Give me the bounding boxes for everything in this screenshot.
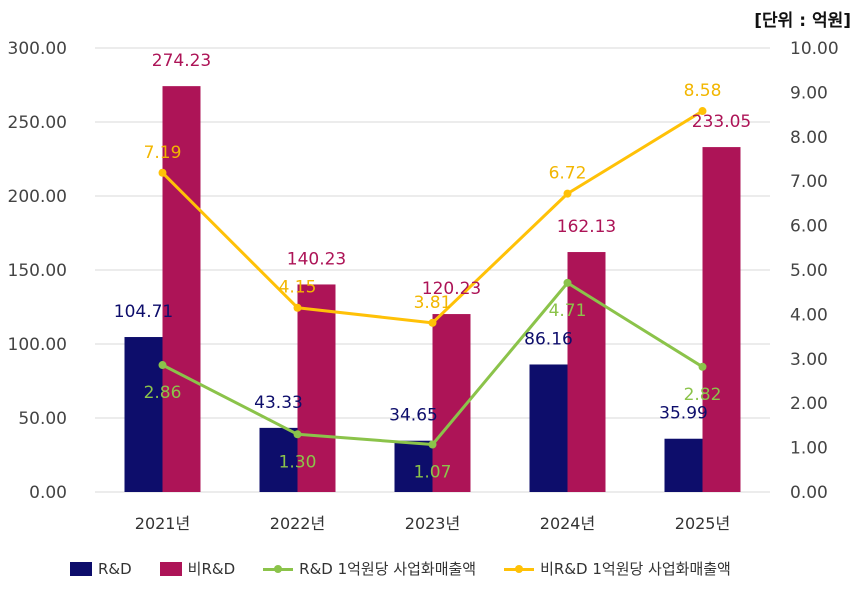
data-label-non-rd: 162.13 — [557, 217, 616, 237]
line-rd-point — [158, 361, 167, 370]
legend-label-non-rd: 비R&D — [187, 560, 236, 578]
y-right-tick-label: 6.00 — [790, 217, 828, 237]
y-left-tick-label: 200.00 — [8, 187, 67, 207]
bar-non-rd — [297, 284, 336, 492]
y-right-tick-label: 3.00 — [790, 350, 828, 370]
legend-label-non-rd-line: 비R&D 1억원당 사업화매출액 — [540, 560, 731, 578]
legend: R&D 비R&D R&D 1억원당 사업화매출액 비R&D 1억원당 사업화매출… — [70, 558, 759, 579]
data-label-non-rd: 120.23 — [422, 279, 481, 299]
x-tick-label: 2024년 — [540, 514, 595, 533]
line-non-rd-point — [698, 107, 707, 116]
legend-item-non-rd-line: 비R&D 1억원당 사업화매출액 — [504, 558, 731, 579]
y-right-tick-label: 5.00 — [790, 261, 828, 281]
bar-non-rd — [702, 147, 741, 492]
y-right-tick-label: 4.00 — [790, 305, 828, 325]
legend-swatch-rd-line — [263, 562, 294, 576]
data-label-non-rd-line: 3.81 — [414, 293, 452, 313]
data-label-rd-line: 2.86 — [144, 383, 182, 403]
line-rd-point — [293, 430, 302, 439]
legend-swatch-rd — [70, 561, 92, 576]
line-non-rd-point — [158, 168, 167, 177]
data-label-rd: 104.71 — [114, 302, 173, 322]
bar-rd — [529, 364, 568, 492]
line-rd-point — [563, 278, 572, 287]
x-tick-label: 2025년 — [675, 514, 730, 533]
legend-label-rd-line: R&D 1억원당 사업화매출액 — [299, 560, 477, 578]
data-label-rd: 34.65 — [389, 406, 438, 426]
bar-non-rd — [567, 252, 606, 492]
line-non-rd-point — [428, 318, 437, 327]
legend-label-rd: R&D — [98, 559, 132, 578]
y-left-tick-label: 150.00 — [8, 261, 67, 281]
bar-rd — [259, 427, 298, 492]
bar-rd — [394, 440, 433, 492]
data-label-non-rd: 140.23 — [287, 249, 346, 269]
y-left-tick-label: 250.00 — [8, 113, 67, 133]
data-label-non-rd-line: 8.58 — [684, 81, 722, 101]
data-label-rd-line: 1.07 — [414, 462, 452, 482]
bar-rd — [664, 438, 703, 492]
y-right-tick-label: 9.00 — [790, 83, 828, 103]
y-left-tick-label: 300.00 — [8, 39, 67, 59]
data-label-rd-line: 4.71 — [549, 301, 587, 321]
y-right-tick-label: 8.00 — [790, 128, 828, 148]
data-label-rd: 86.16 — [524, 329, 573, 349]
y-right-tick-label: 0.00 — [790, 483, 828, 503]
unit-label: [단위 : 억원] — [754, 11, 851, 31]
data-label-rd-line: 2.82 — [684, 385, 722, 405]
data-label-non-rd-line: 6.72 — [549, 164, 587, 184]
y-left-tick-label: 0.00 — [29, 483, 67, 503]
y-left-tick-label: 100.00 — [8, 335, 67, 355]
data-label-non-rd-line: 7.19 — [144, 143, 182, 163]
data-label-non-rd: 233.05 — [692, 112, 751, 132]
data-label-non-rd: 274.23 — [152, 51, 211, 71]
y-right-tick-label: 2.00 — [790, 394, 828, 414]
line-rd-point — [428, 440, 437, 449]
x-tick-label: 2023년 — [405, 514, 460, 533]
line-non-rd-point — [563, 189, 572, 198]
bar-non-rd — [162, 86, 201, 493]
data-label-rd: 43.33 — [254, 393, 303, 413]
y-right-tick-label: 7.00 — [790, 172, 828, 192]
x-tick-label: 2021년 — [135, 514, 190, 533]
y-right-tick-label: 10.00 — [790, 39, 839, 59]
x-tick-label: 2022년 — [270, 514, 325, 533]
legend-item-rd-line: R&D 1억원당 사업화매출액 — [263, 558, 476, 579]
y-left-tick-label: 50.00 — [18, 409, 67, 429]
legend-item-non-rd: 비R&D — [159, 558, 236, 579]
y-right-tick-label: 1.00 — [790, 439, 828, 459]
legend-swatch-non-rd-line — [504, 562, 535, 576]
legend-swatch-non-rd — [159, 561, 182, 576]
bar-rd — [124, 337, 163, 492]
bar-non-rd — [432, 314, 471, 492]
line-rd-point — [698, 362, 707, 371]
legend-item-rd: R&D — [70, 560, 132, 578]
data-label-rd-line: 1.30 — [279, 452, 317, 472]
line-non-rd-point — [293, 303, 302, 312]
data-label-rd: 35.99 — [659, 404, 708, 424]
data-label-non-rd-line: 4.15 — [279, 278, 317, 298]
